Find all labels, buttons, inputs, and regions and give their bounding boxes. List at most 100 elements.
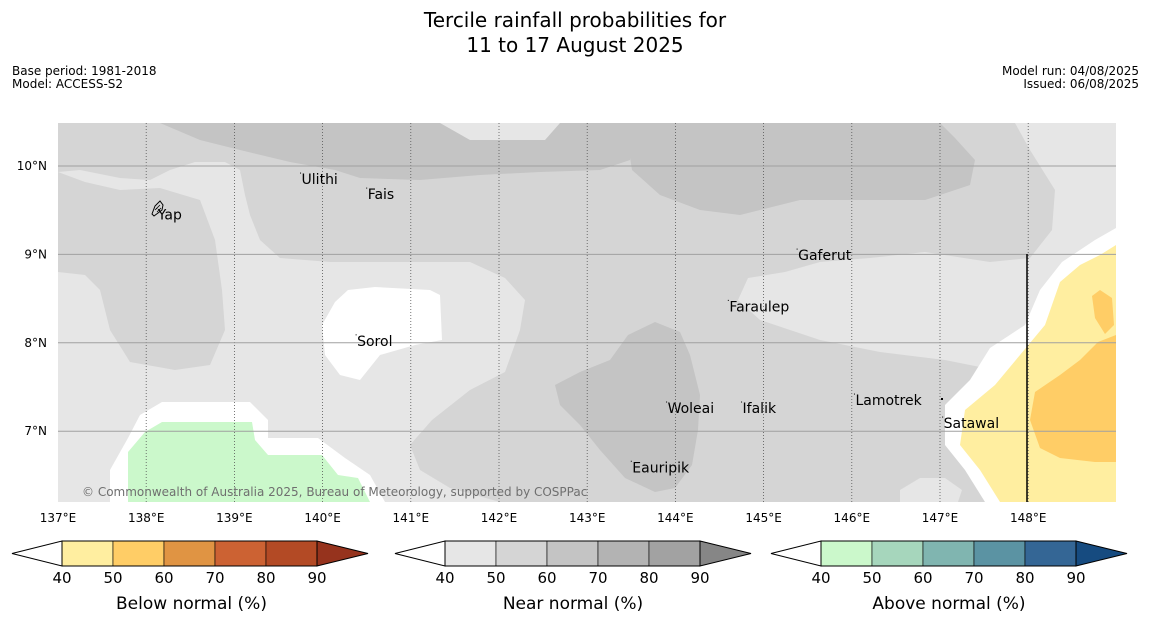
colorbar-near-normal: 40 50 60 70 80 90 Near normal (%) [383,530,766,625]
colorbar-tick-label: 80 [256,569,275,587]
colorbar-segment [973,540,1026,567]
colorbar-tick-label: 50 [486,569,505,587]
longitude-tick-label: 138°E [128,511,165,525]
gridlines [58,123,1116,502]
colorbar-below-normal: 40 50 60 70 80 90 Below normal (%) [0,530,383,625]
colorbar-segment [546,540,599,567]
colorbar-min-extension [394,540,446,567]
colorbar-max-extension [316,540,369,567]
colorbar-segment [444,540,497,567]
colorbar-min-extension [770,540,822,567]
place-label: Fais [368,187,395,203]
near-normal-50-region [58,123,1055,502]
colorbar-max-extension [1075,540,1128,567]
below-normal-50-region [1030,335,1116,462]
colorbar-tick-label: 90 [307,569,326,587]
colorbar-tick-label: 90 [1066,569,1085,587]
colorbar-frame [820,540,1077,567]
longitude-tick-label: 141°E [393,511,430,525]
near-normal-60-central-region [628,123,975,215]
metadata-right: Model run: 04/08/2025 Issued: 06/08/2025 [1002,65,1139,91]
place-label: Sorol [357,334,392,350]
place-marker [630,460,632,462]
longitude-tick-label: 137°E [40,511,77,525]
colorbar-below-normal-label: Below normal (%) [116,594,267,614]
colorbar-near-normal-label: Near normal (%) [502,594,644,614]
colorbar-segment [61,540,114,567]
chart-title: Tercile rainfall probabilities for 11 to… [0,8,1150,58]
colorbar-tick-label: 60 [913,569,932,587]
near-normal-50-west-lobe [58,172,225,370]
place-label: Woleai [668,401,715,417]
colorbar-min-extension [11,540,63,567]
colorbar-above-normal-graphic: 40 50 60 70 80 90 [770,540,1128,587]
colorbar-tick-label: 40 [435,569,454,587]
place-marker [666,401,668,403]
model-run: Model run: 04/08/2025 [1001,64,1139,78]
colorbar-segment [648,540,701,567]
colorbar-frame [61,540,318,567]
place-marker [942,416,944,418]
colorbar-near-normal-graphic: 40 50 60 70 80 90 [394,540,752,587]
latitude-tick-label: 7°N [24,424,47,438]
longitude-tick-label: 145°E [745,511,782,525]
longitude-tick-label: 144°E [657,511,694,525]
base-period: Base period: 1981-2018 [12,64,157,78]
near-normal-40-sorol-patch [322,287,442,380]
colorbar-tick-label: 70 [964,569,983,587]
colorbar-tick-label: 40 [811,569,830,587]
longitude-tick-label: 146°E [834,511,871,525]
colorbar-tick-label: 80 [639,569,658,587]
yap-island-shape [151,200,164,217]
place-labels: Ulithi Fais Yap Gaferut Faraulep Sorol Lamotre… [156,172,999,476]
place-marker [156,207,158,209]
colorbar-below-normal-graphic: 40 50 60 70 80 90 [11,540,369,587]
longitude-tick-label: 143°E [569,511,606,525]
colorbar-segment [265,540,318,567]
place-label: Ifalik [743,401,777,417]
metadata-left: Base period: 1981-2018 Model: ACCESS-S2 [12,65,157,91]
place-marker [741,401,743,403]
colorbar-segment [112,540,165,567]
near-normal-60-south-region [555,322,700,492]
place-marker [727,299,729,301]
colorbar-tick-label: 60 [154,569,173,587]
colorbar-tick-label: 50 [862,569,881,587]
model-name: Model: ACCESS-S2 [12,77,124,91]
title-line-2: 11 to 17 August 2025 [466,33,684,57]
colorbar-segment [871,540,924,567]
place-marker [941,398,943,400]
near-normal-40-east-patch [900,478,962,502]
place-label: Lamotrek [855,393,922,409]
near-normal-40-north-patch [440,123,560,140]
colorbar-tick-label: 50 [103,569,122,587]
colorbar-frame [444,540,701,567]
colorbar-segment [597,540,650,567]
place-label: Eauripik [632,460,690,476]
near-normal-40-west-edge [58,428,72,447]
place-label: Gaferut [798,248,852,264]
place-label: Satawal [944,416,999,432]
colorbar-tick-label: 70 [588,569,607,587]
latitude-tick-label: 9°N [24,247,47,261]
colorbar-segment [214,540,267,567]
colorbar-segment [495,540,548,567]
longitude-tick-label: 140°E [304,511,341,525]
above-normal-40-region [128,422,370,502]
longitude-tick-label: 142°E [481,511,518,525]
latitude-tick-label: 10°N [17,159,47,173]
below-normal-50-north-patch [1092,290,1114,334]
place-marker [366,187,368,189]
axis-labels: 137°E 138°E 139°E 140°E 141°E 142°E 143°E 144°E… [17,159,1047,525]
colorbar-tick-label: 60 [537,569,556,587]
place-label: Ulithi [302,172,338,188]
colorbar-segment [163,540,216,567]
yap-island-detail [154,204,162,213]
colorbar-max-extension [699,540,752,567]
colorbar-above-normal: 40 50 60 70 80 90 Above normal (%) [759,530,1144,625]
colorbar-segment [922,540,975,567]
latitude-tick-label: 8°N [24,336,47,350]
copyright-notice: © Commonwealth of Australia 2025, Bureau… [82,485,587,499]
colorbar-tick-label: 80 [1015,569,1034,587]
place-label: Yap [157,207,182,223]
